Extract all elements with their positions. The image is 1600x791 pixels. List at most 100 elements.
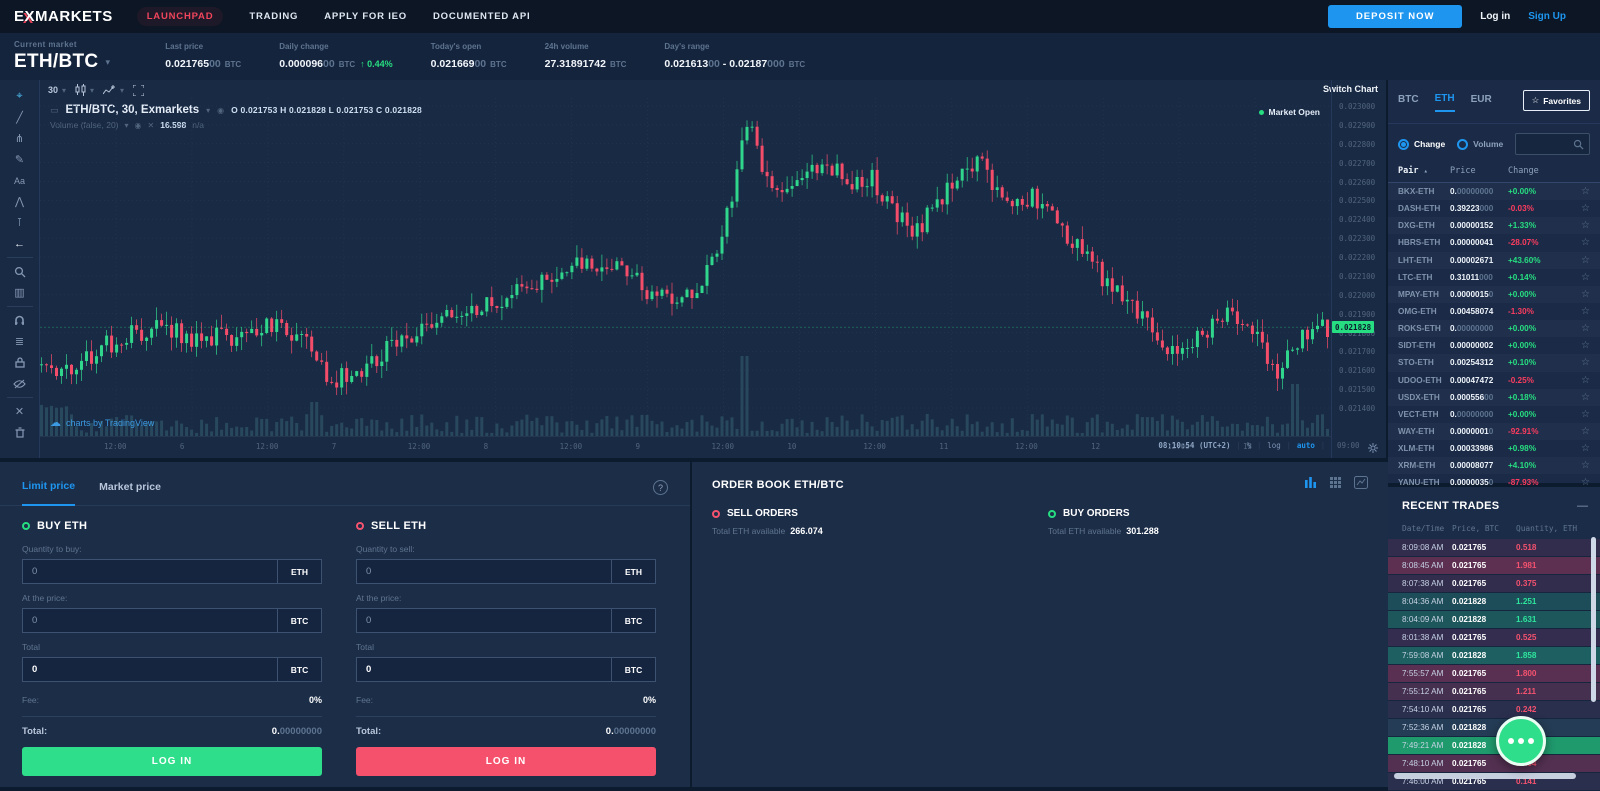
trade-row[interactable]: 8:04:09 AM 0.021828 1.631 — [1388, 611, 1600, 629]
layers-icon[interactable]: ≣ — [14, 336, 25, 348]
star-icon[interactable]: ☆ — [1581, 323, 1590, 335]
chevron-down-icon[interactable]: ▾ — [124, 120, 129, 130]
star-icon[interactable]: ☆ — [1581, 340, 1590, 352]
book-list-icon[interactable] — [1329, 476, 1342, 494]
auto-scale-toggle[interactable]: auto — [1296, 441, 1315, 450]
pair-row-usdx-eth[interactable]: USDX-ETH 0.00055600 +0.18% ☆ — [1388, 388, 1600, 406]
tab-limit-price[interactable]: Limit price — [22, 480, 76, 506]
lock-icon[interactable] — [7, 352, 33, 373]
login-link[interactable]: Log in — [1480, 11, 1511, 22]
forecast-icon[interactable]: ⊺ — [16, 217, 23, 229]
star-icon[interactable]: ☆ — [1581, 408, 1590, 420]
trade-row[interactable]: 8:07:38 AM 0.021765 0.375 — [1388, 575, 1600, 593]
star-icon[interactable]: ☆ — [1581, 254, 1590, 266]
sell-login-button[interactable]: LOG IN — [356, 747, 656, 776]
nav-item-documented-api[interactable]: DOCUMENTED API — [432, 11, 531, 22]
pair-row-ltc-eth[interactable]: LTC-ETH 0.31011000 +0.14% ☆ — [1398, 271, 1590, 283]
eye-off-icon[interactable] — [7, 373, 33, 394]
favorites-button[interactable]: ☆ Favorites — [1522, 90, 1590, 111]
buy-login-button[interactable]: LOG IN — [22, 747, 322, 776]
pair-row-xrm-eth[interactable]: XRM-ETH 0.00008077 +4.10% ☆ — [1388, 457, 1600, 475]
trade-row[interactable]: 7:49:21 AM0.0218282.545 — [1388, 737, 1600, 755]
change-radio-label[interactable]: Change — [1414, 139, 1446, 149]
star-icon[interactable]: ☆ — [1581, 391, 1590, 403]
buy-quantity-input[interactable] — [23, 560, 277, 583]
eye-icon[interactable]: ◉ — [134, 120, 142, 130]
help-icon[interactable]: ? — [653, 480, 668, 495]
zoom-icon[interactable] — [7, 261, 33, 282]
candlestick-chart[interactable] — [40, 98, 1331, 438]
sell-quantity-input[interactable] — [357, 560, 611, 583]
pair-row-omg-eth[interactable]: OMG-ETH 0.00458074 -1.30% ☆ — [1398, 306, 1590, 318]
price-axis[interactable]: 0.023000 0.022900 0.022800 0.022700 0.022600… — [1331, 80, 1386, 458]
trash-icon[interactable] — [7, 422, 33, 443]
interval-selector[interactable]: 30 ▾ — [48, 85, 67, 95]
star-icon[interactable]: ☆ — [1581, 443, 1590, 455]
pair-row-bkx-eth[interactable]: BKX-ETH 0.00000000 +0.00% ☆ — [1388, 183, 1600, 201]
trade-row[interactable]: 7:55:12 AM 0.021765 1.211 — [1388, 683, 1600, 701]
xabcd-pattern-icon[interactable]: ⋀ — [14, 196, 25, 208]
tradingview-attribution[interactable]: ☁ charts by TradingView — [50, 417, 155, 429]
star-icon[interactable]: ☆ — [1581, 220, 1590, 232]
trade-row[interactable]: 7:52:36 AM0.0218280.300 — [1388, 719, 1600, 737]
buy-total-input[interactable] — [23, 658, 277, 681]
pair-row-sidt-eth[interactable]: SIDT-ETH 0.00000002 +0.00% ☆ — [1398, 340, 1590, 352]
pair-row-xlm-eth[interactable]: XLM-ETH 0.00033986 +0.98% ☆ — [1398, 443, 1590, 455]
star-icon[interactable]: ☆ — [1581, 374, 1590, 386]
nav-item-apply-for-ieo[interactable]: APPLY FOR IEO — [324, 11, 407, 22]
time-axis[interactable]: 12:00 6 12:00 7 12:00 8 12:00 9 12:00 10 12:00 11 12… — [40, 436, 1331, 458]
chat-button[interactable] — [1496, 716, 1546, 766]
horizontal-scrollbar[interactable] — [1394, 773, 1576, 779]
market-tab-eth[interactable]: ETH — [1434, 93, 1455, 112]
star-icon[interactable]: ☆ — [1581, 357, 1590, 369]
close-icon[interactable]: ✕ — [147, 120, 155, 130]
vertical-scrollbar[interactable] — [1591, 537, 1596, 702]
trade-row[interactable]: 8:01:38 AM 0.021765 0.525 — [1388, 629, 1600, 647]
market-tab-btc[interactable]: BTC — [1398, 94, 1419, 105]
current-market[interactable]: Current market ETH/BTC ▾ — [14, 40, 110, 73]
star-icon[interactable]: ☆ — [1581, 477, 1590, 489]
price-column-header[interactable]: Price — [1450, 166, 1476, 176]
pair-row-way-eth[interactable]: WAY-ETH 0.00000010 -92.91% ☆ — [1388, 422, 1600, 441]
chevron-down-icon[interactable]: ▾ — [206, 105, 211, 115]
tab-market-price[interactable]: Market price — [99, 480, 161, 493]
star-icon[interactable]: ☆ — [1581, 460, 1590, 472]
pair-row-udoo-eth[interactable]: UDOO-ETH 0.00047472 -0.25% ☆ — [1398, 374, 1590, 386]
exmarkets-logo[interactable]: E X X MARKETS — [14, 8, 113, 27]
star-icon[interactable]: ☆ — [1581, 306, 1590, 318]
star-icon[interactable]: ☆ — [1581, 288, 1590, 300]
magnet-icon[interactable] — [7, 310, 33, 331]
buy-price-input[interactable] — [23, 609, 277, 632]
nav-item-trading[interactable]: TRADING — [249, 11, 299, 22]
crosshair-icon[interactable]: ⌖ — [16, 90, 23, 102]
book-depth-icon[interactable] — [1304, 476, 1317, 494]
pair-row-mpay-eth[interactable]: MPAY-ETH 0.00000150 +0.00% ☆ — [1388, 285, 1600, 303]
symbol-title[interactable]: ETH/BTC, 30, Exmarkets — [65, 104, 200, 116]
trade-row[interactable]: 7:55:57 AM 0.021765 1.800 — [1388, 665, 1600, 683]
trade-row[interactable]: 8:08:45 AM 0.021765 1.981 — [1388, 557, 1600, 575]
star-icon[interactable]: ☆ — [1581, 237, 1590, 249]
trade-row[interactable]: 8:09:08 AM 0.021765 0.518 — [1388, 539, 1600, 557]
minimize-icon[interactable]: — — [1577, 500, 1588, 512]
legend-collapse-icon[interactable]: ▭ — [50, 104, 59, 115]
star-icon[interactable]: ☆ — [1581, 426, 1590, 438]
change-radio[interactable] — [1398, 138, 1409, 150]
measure-icon[interactable]: ▥ — [14, 287, 25, 299]
nav-item-launchpad[interactable]: LAUNCHPAD — [136, 7, 224, 26]
volume-radio-label[interactable]: Volume — [1473, 139, 1504, 149]
search-input[interactable] — [1516, 134, 1589, 154]
remove-icon[interactable]: ✕ — [14, 406, 25, 418]
signup-link[interactable]: Sign Up — [1528, 11, 1566, 22]
market-tab-eur[interactable]: EUR — [1470, 94, 1492, 105]
sell-total-input[interactable] — [357, 658, 611, 681]
chart-type-icon[interactable]: ▾ — [75, 84, 94, 96]
pitchfork-icon[interactable]: ⋔ — [14, 133, 25, 145]
text-icon[interactable]: Aa — [13, 175, 25, 186]
percent-scale-toggle[interactable]: % — [1246, 441, 1252, 450]
pair-row-yanu-eth[interactable]: YANU-ETH 0.00000350 -87.93% ☆ — [1398, 477, 1590, 489]
pair-row-lht-eth[interactable]: LHT-ETH 0.00002671 +43.60% ☆ — [1388, 251, 1600, 269]
trade-row[interactable]: 7:54:10 AM 0.021765 0.242 — [1388, 701, 1600, 719]
pair-row-dxg-eth[interactable]: DXG-ETH 0.00000152 +1.33% ☆ — [1388, 217, 1600, 235]
sell-price-input[interactable] — [357, 609, 611, 632]
deposit-now-button[interactable]: DEPOSIT NOW — [1328, 5, 1463, 28]
